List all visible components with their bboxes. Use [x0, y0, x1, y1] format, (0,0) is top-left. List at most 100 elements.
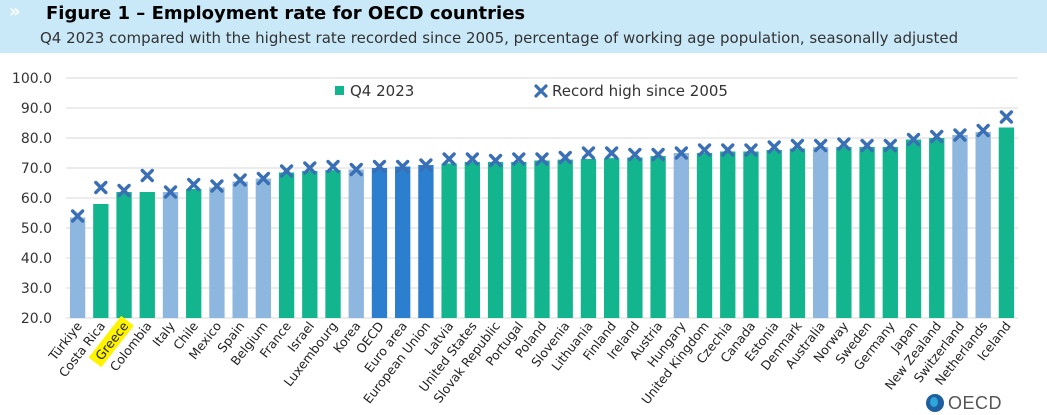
record-high-marker — [187, 177, 201, 192]
record-high-marker — [488, 153, 503, 168]
record-high-marker — [697, 143, 712, 157]
bar — [975, 132, 991, 318]
bar — [673, 153, 689, 318]
y-tick-label: 40.0 — [21, 251, 52, 267]
record-high-marker — [767, 140, 781, 154]
bar — [162, 192, 179, 318]
record-high-marker — [70, 209, 85, 223]
record-high-marker — [210, 179, 224, 193]
y-tick-label: 50.0 — [21, 221, 52, 237]
bar — [859, 147, 875, 318]
bar — [395, 166, 411, 318]
record-high-marker — [813, 138, 828, 153]
bar — [278, 172, 295, 318]
category-highlight — [88, 315, 134, 368]
bar — [325, 170, 341, 318]
record-high-marker — [465, 152, 480, 166]
record-high-marker — [651, 147, 665, 162]
record-high-marker — [953, 128, 967, 142]
record-high-marker — [628, 147, 642, 162]
chevron-icon: » — [9, 1, 21, 22]
record-high-marker — [279, 164, 294, 178]
bar — [209, 187, 225, 318]
bar — [371, 168, 388, 318]
y-tick-label: 70.0 — [21, 161, 52, 177]
record-high-marker — [744, 143, 758, 157]
bar — [836, 147, 852, 318]
bar — [464, 162, 481, 318]
record-high-marker — [395, 159, 410, 174]
bar — [302, 171, 318, 318]
figure-header: » Figure 1 – Employment rate for OECD co… — [0, 0, 1047, 53]
record-high-marker — [326, 159, 340, 174]
bar — [116, 192, 132, 318]
bar — [789, 148, 806, 318]
bar — [487, 162, 504, 318]
bar — [534, 160, 550, 318]
record-high-marker — [117, 183, 131, 198]
legend-swatch-q4-2023 — [335, 86, 344, 95]
record-high-marker — [976, 123, 990, 138]
record-high-marker — [163, 185, 178, 199]
employment-bar-chart: 20.0 30.0 40.0 50.0 60.0 70.0 80.0 90.0 100.0 Q4 … — [12, 71, 1018, 407]
y-tick-label: 80.0 — [21, 131, 52, 147]
record-high-marker — [419, 158, 433, 172]
bar — [511, 162, 527, 318]
record-high-marker — [906, 132, 921, 147]
record-high-marker — [303, 161, 317, 175]
bar — [882, 147, 898, 318]
bar — [418, 165, 434, 318]
legend-marker-record-high — [534, 84, 548, 98]
y-tick-label: 30.0 — [21, 281, 52, 297]
bar — [69, 217, 86, 318]
record-high-marker — [674, 146, 689, 160]
bar — [232, 181, 248, 318]
record-high-marker — [581, 146, 596, 160]
record-high-marker — [837, 137, 851, 151]
bar — [441, 163, 457, 318]
figure-title: Figure 1 – Employment rate for OECD coun… — [46, 3, 526, 24]
bar — [905, 139, 922, 318]
record-high-marker — [512, 152, 526, 166]
bar — [627, 157, 643, 318]
bar — [255, 178, 272, 318]
record-high-marker — [790, 138, 805, 153]
record-high-marker — [604, 146, 619, 160]
bar — [603, 158, 620, 318]
bar — [743, 151, 759, 318]
bar — [929, 138, 945, 318]
y-tick-label: 60.0 — [21, 191, 52, 207]
y-tick-label: 20.0 — [21, 311, 52, 327]
record-high-marker — [999, 110, 1014, 124]
record-high-marker — [349, 162, 363, 177]
record-high-marker — [233, 173, 247, 187]
y-tick-label: 90.0 — [21, 101, 52, 117]
bar — [766, 150, 782, 318]
bar — [186, 189, 202, 318]
legend-label-record-high: Record high since 2005 — [552, 82, 728, 100]
bar — [93, 204, 109, 318]
figure-subtitle: Q4 2023 compared with the highest rate r… — [40, 29, 959, 47]
record-high-marker — [721, 143, 735, 157]
record-high-marker — [140, 168, 154, 183]
oecd-globe-icon — [926, 394, 944, 412]
record-high-marker — [94, 180, 108, 195]
bar — [998, 127, 1015, 318]
bar — [952, 135, 968, 318]
record-high-marker — [883, 138, 897, 153]
bar — [348, 169, 364, 318]
bar — [696, 153, 713, 318]
record-high-marker — [930, 129, 944, 144]
bar — [650, 156, 666, 318]
record-high-marker — [372, 159, 387, 174]
bar — [580, 159, 597, 318]
oecd-logo-text: OECD — [948, 392, 1003, 413]
record-high-marker — [535, 152, 549, 166]
record-high-marker — [860, 138, 874, 153]
record-high-marker — [442, 152, 456, 166]
record-high-marker — [256, 171, 271, 186]
oecd-logo: OECD — [926, 392, 1002, 414]
y-tick-label: 100.0 — [12, 71, 52, 87]
bar — [720, 151, 736, 318]
bar — [557, 159, 573, 318]
